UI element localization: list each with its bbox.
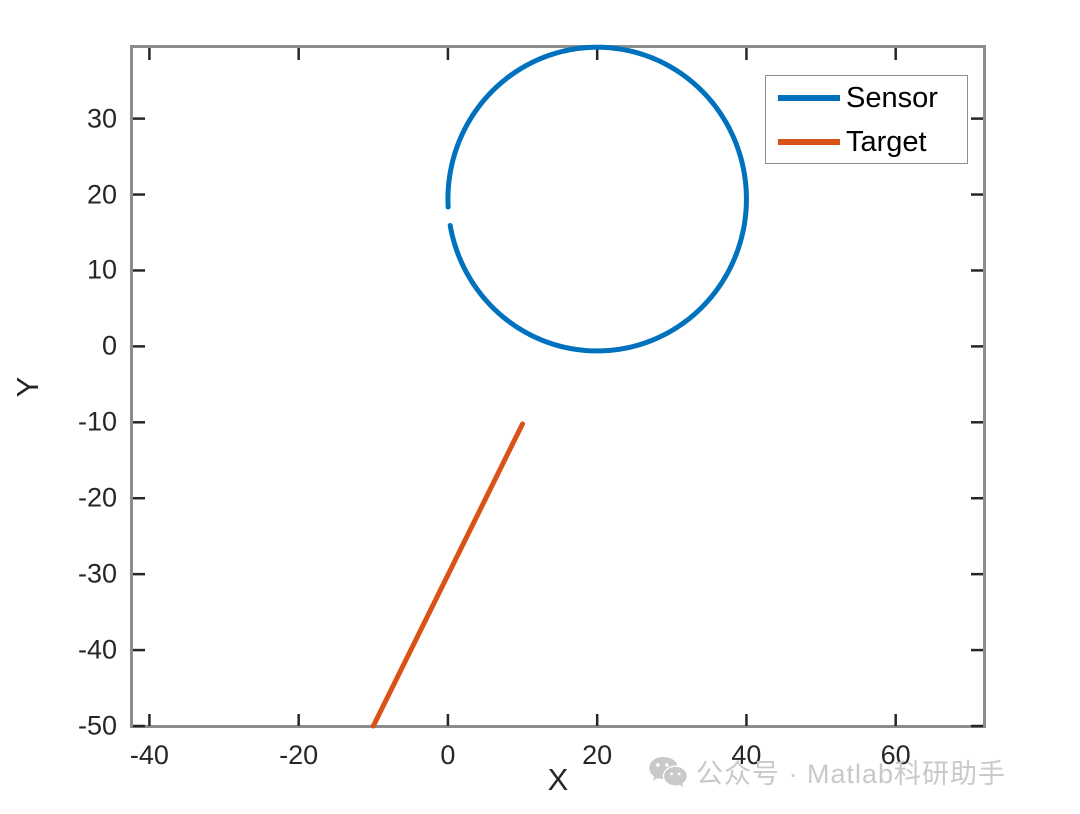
legend-swatch-target xyxy=(778,139,840,145)
x-tick-label: 20 xyxy=(582,740,613,770)
legend-label: Target xyxy=(846,125,927,158)
y-tick-label: -20 xyxy=(77,482,117,513)
legend-entry-sensor[interactable]: Sensor xyxy=(766,76,967,120)
legend-swatch-sensor xyxy=(778,95,840,101)
x-tick-label: -40 xyxy=(129,740,169,770)
series-target xyxy=(370,421,526,729)
y-tick-label: 10 xyxy=(86,254,117,285)
y-tick-label: -30 xyxy=(77,558,117,589)
x-tick-label: 60 xyxy=(880,740,911,770)
y-tick-label: 30 xyxy=(86,103,117,134)
y-tick-label: 20 xyxy=(86,179,117,210)
x-axis-ticks xyxy=(148,48,897,726)
x-tick-label: 40 xyxy=(731,740,762,770)
y-tick-label: -50 xyxy=(77,710,117,741)
y-tick-label: -40 xyxy=(77,634,117,665)
x-tick-label: 0 xyxy=(440,740,456,770)
legend[interactable]: Sensor Target xyxy=(765,75,968,164)
legend-entry-target[interactable]: Target xyxy=(766,120,967,164)
y-tick-label: -10 xyxy=(77,406,117,437)
x-axis-title: X xyxy=(547,762,569,797)
data-series-layer xyxy=(370,44,749,729)
legend-label: Sensor xyxy=(846,81,938,114)
series-sensor xyxy=(445,44,749,354)
y-axis-ticks xyxy=(133,117,983,728)
x-tick-label: -20 xyxy=(279,740,319,770)
y-tick-label: 0 xyxy=(101,330,117,361)
y-axis-title: Y xyxy=(10,376,45,398)
